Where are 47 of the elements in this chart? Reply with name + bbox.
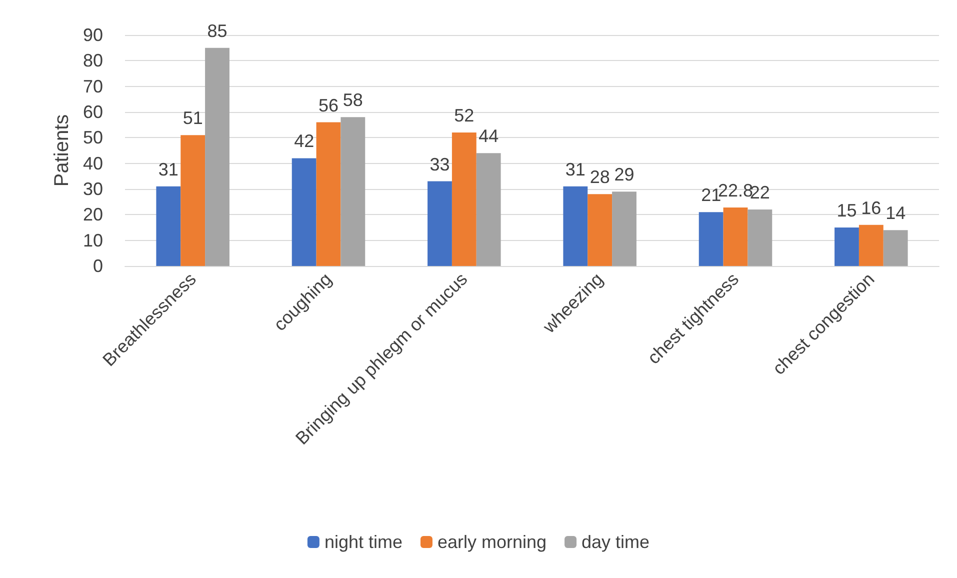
y-tick-label: 70 <box>82 76 103 96</box>
bar <box>428 181 452 266</box>
bar <box>563 186 588 266</box>
y-tick-label: 50 <box>82 128 103 148</box>
data-label: 52 <box>454 106 474 126</box>
data-label: 56 <box>318 95 339 116</box>
y-tick-label: 10 <box>82 230 103 250</box>
bar <box>452 132 476 266</box>
bar <box>834 228 859 266</box>
legend-label: day time <box>582 532 650 552</box>
bar <box>476 153 501 266</box>
bar <box>205 48 230 266</box>
legend-label: night time <box>324 532 402 552</box>
bar <box>698 212 724 266</box>
y-tick-label: 40 <box>82 153 103 174</box>
legend-label: early morning <box>437 532 547 552</box>
data-label: 31 <box>565 159 586 180</box>
bar <box>723 207 748 266</box>
y-tick-label: 60 <box>82 102 103 122</box>
bar <box>748 210 772 266</box>
y-tick-label: 80 <box>82 50 103 71</box>
data-label: 44 <box>478 126 499 146</box>
data-label: 15 <box>836 200 857 220</box>
bar <box>180 135 206 266</box>
data-label: 14 <box>886 203 906 224</box>
bar <box>588 194 612 266</box>
data-label: 51 <box>182 108 203 128</box>
y-tick-label: 0 <box>92 256 103 276</box>
bar <box>883 230 908 266</box>
y-tick-label: 90 <box>82 25 103 45</box>
bar <box>858 224 884 266</box>
bar <box>340 117 366 266</box>
bar <box>316 122 341 266</box>
y-axis-title: Patients <box>51 114 74 187</box>
data-label: 58 <box>342 90 363 110</box>
bar <box>612 192 636 266</box>
data-label: 31 <box>158 159 178 180</box>
bar <box>156 186 181 266</box>
data-label: 28 <box>590 167 610 188</box>
y-tick-label: 30 <box>82 179 103 199</box>
data-label: 16 <box>861 198 882 218</box>
bar <box>292 158 316 266</box>
data-label: 33 <box>430 154 450 174</box>
y-tick-label: 20 <box>82 204 103 225</box>
data-label: 29 <box>614 164 634 185</box>
data-label: 85 <box>207 20 228 41</box>
data-label: 42 <box>294 131 314 152</box>
